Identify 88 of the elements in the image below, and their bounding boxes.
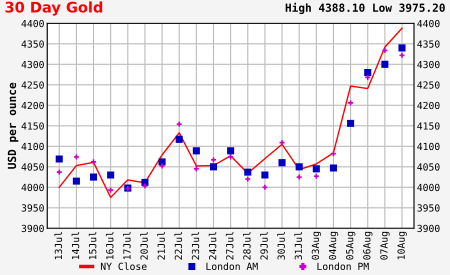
x-tick-label: 14Jul <box>72 232 80 260</box>
y-tick-label: 4300 <box>22 60 44 68</box>
point <box>210 157 216 162</box>
x-tick-label: 27Jul <box>226 232 234 260</box>
line-series <box>58 28 403 198</box>
x-tick-label: 04Aug <box>328 232 338 260</box>
point <box>56 155 63 163</box>
x-tick-label: 20Jul <box>140 232 148 260</box>
point <box>244 168 252 176</box>
x-tick-label: 24Jul <box>208 232 216 260</box>
y2-tick-label: 4050 <box>417 163 440 171</box>
y-tick-label: 4150 <box>22 122 44 130</box>
point <box>228 154 234 160</box>
y-axis-title: USD per ounce <box>8 82 18 169</box>
point <box>56 170 62 175</box>
x-tick-label: 06Aug <box>363 232 372 260</box>
y-tick-label: 3900 <box>22 224 44 232</box>
legend-label: London PM <box>317 262 369 270</box>
point <box>400 52 405 58</box>
y2-tick-label: 3900 <box>417 224 440 232</box>
point <box>74 154 79 160</box>
x-tick-label: 29Jul <box>260 232 268 260</box>
y2-tick-label: 4100 <box>417 142 440 150</box>
y2-tick-label: 4200 <box>417 102 440 110</box>
point <box>227 147 234 154</box>
point <box>72 178 80 185</box>
point <box>347 120 354 127</box>
point <box>142 184 148 189</box>
x-tick-label: 15Jul <box>88 232 96 260</box>
point <box>160 163 165 168</box>
x-tick-label: 10Aug <box>397 232 407 260</box>
y-tick-label: 3950 <box>22 204 44 212</box>
y2-tick-label: 3950 <box>417 204 440 212</box>
x-tick-label: 22Jul <box>174 232 182 260</box>
point <box>398 44 406 52</box>
y2-tick-label: 4400 <box>417 20 440 28</box>
x-tick-label: 03Aug <box>312 232 322 260</box>
y2-tick-label: 4250 <box>417 81 440 89</box>
y-tick-label: 4000 <box>22 184 44 192</box>
point <box>296 174 302 180</box>
x-tick-label: 30Jul <box>277 232 285 260</box>
x-tick-label: 31Jul <box>294 232 302 260</box>
point <box>107 171 114 179</box>
y-tick-label: 4250 <box>22 81 44 89</box>
point <box>90 173 98 181</box>
point <box>194 166 199 172</box>
legend-label: NY Close <box>100 262 147 270</box>
point <box>192 147 200 154</box>
point <box>348 100 354 106</box>
point <box>330 164 337 172</box>
point <box>381 60 388 68</box>
y2-tick-label: 4150 <box>417 122 440 130</box>
point <box>365 74 370 80</box>
point <box>261 171 268 179</box>
point <box>108 188 114 193</box>
y-tick-label: 4050 <box>22 163 44 171</box>
point <box>210 163 218 170</box>
x-tick-label: 07Aug <box>380 232 390 260</box>
y-tick-label: 4400 <box>22 20 44 28</box>
point <box>330 151 336 156</box>
point <box>296 163 303 170</box>
x-tick-label: 13Jul <box>54 232 62 260</box>
x-tick-label: 05Aug <box>346 232 356 260</box>
legend-label: London AM <box>206 262 258 270</box>
point <box>91 159 96 164</box>
x-tick-label: 23Jul <box>192 232 200 260</box>
x-tick-label: 17Jul <box>123 232 131 260</box>
point <box>176 136 183 143</box>
y-tick-label: 4350 <box>22 40 44 48</box>
point <box>314 174 319 179</box>
chart-subtitle: High 4388.10 Low 3975.20 <box>286 2 445 14</box>
point <box>245 176 250 182</box>
point <box>176 122 182 127</box>
x-tick-label: 28Jul <box>243 232 251 260</box>
point <box>382 48 388 53</box>
y-tick-label: 4100 <box>22 142 44 150</box>
y2-tick-label: 4300 <box>417 60 440 68</box>
x-tick-label: 16Jul <box>106 232 114 260</box>
point <box>278 159 286 166</box>
point <box>262 184 268 190</box>
point <box>364 69 372 76</box>
y-tick-label: 4200 <box>22 102 44 110</box>
y2-tick-label: 4000 <box>417 184 440 192</box>
y2-tick-label: 4350 <box>417 40 440 48</box>
x-tick-label: 21Jul <box>157 232 165 260</box>
point <box>312 165 320 172</box>
chart-title: 30 Day Gold <box>5 1 102 16</box>
point <box>280 140 285 146</box>
